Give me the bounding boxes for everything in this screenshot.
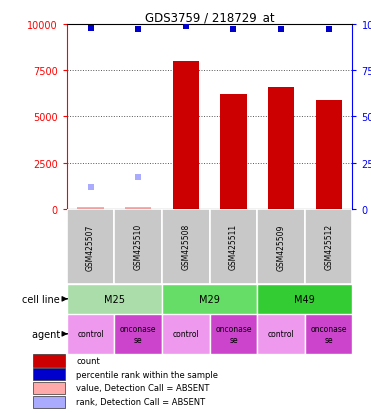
Bar	[316, 100, 342, 209]
Bar	[220, 95, 246, 209]
Bar	[33, 382, 65, 394]
Text: percentile rank within the sample: percentile rank within the sample	[76, 370, 218, 379]
Point	[278, 27, 284, 33]
Point	[230, 27, 236, 33]
Point	[183, 24, 189, 30]
Text: rank, Detection Call = ABSENT: rank, Detection Call = ABSENT	[76, 397, 205, 406]
Bar	[210, 209, 257, 284]
Text: GSM425509: GSM425509	[276, 223, 286, 270]
Text: GSM425507: GSM425507	[86, 223, 95, 270]
Bar	[114, 209, 162, 284]
Text: onconase
se: onconase se	[311, 324, 347, 344]
Point	[135, 27, 141, 33]
Bar	[33, 368, 65, 380]
Title: GDS3759 / 218729_at: GDS3759 / 218729_at	[145, 11, 275, 24]
Text: GSM425510: GSM425510	[134, 224, 143, 270]
Bar	[67, 209, 114, 284]
Bar	[125, 207, 151, 209]
Bar	[173, 62, 199, 209]
Bar	[257, 314, 305, 354]
Bar	[257, 284, 352, 314]
Bar	[162, 314, 210, 354]
Point	[88, 184, 93, 190]
Text: GSM425508: GSM425508	[181, 224, 190, 270]
Text: control: control	[267, 330, 295, 339]
Text: GSM425511: GSM425511	[229, 224, 238, 270]
Bar	[305, 209, 352, 284]
Bar	[210, 314, 257, 354]
Text: count: count	[76, 356, 100, 365]
Text: control: control	[77, 330, 104, 339]
Text: GSM425512: GSM425512	[324, 224, 333, 270]
Text: control: control	[173, 330, 199, 339]
Bar	[78, 208, 104, 209]
Bar	[162, 284, 257, 314]
Bar	[257, 209, 305, 284]
Bar	[67, 314, 114, 354]
Text: value, Detection Call = ABSENT: value, Detection Call = ABSENT	[76, 384, 210, 392]
Text: agent: agent	[32, 329, 63, 339]
Bar	[268, 88, 294, 209]
Bar	[305, 314, 352, 354]
Bar	[114, 314, 162, 354]
Point	[135, 175, 141, 181]
Bar	[33, 396, 65, 408]
Point	[326, 27, 332, 33]
Text: M49: M49	[295, 294, 315, 304]
Bar	[162, 209, 210, 284]
Text: cell line: cell line	[22, 294, 63, 304]
Bar	[67, 284, 162, 314]
Text: onconase
se: onconase se	[215, 324, 252, 344]
Text: M29: M29	[199, 294, 220, 304]
Bar	[33, 354, 65, 367]
Text: M25: M25	[104, 294, 125, 304]
Point	[88, 25, 93, 32]
Text: onconase
se: onconase se	[120, 324, 157, 344]
